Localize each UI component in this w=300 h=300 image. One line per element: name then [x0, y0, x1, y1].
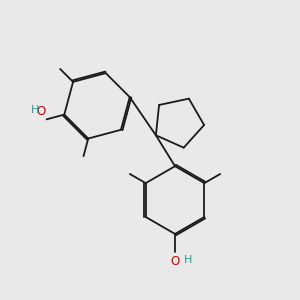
Text: H: H: [184, 255, 192, 266]
Text: H: H: [31, 105, 40, 115]
Text: O: O: [36, 105, 45, 118]
Text: O: O: [170, 254, 180, 268]
